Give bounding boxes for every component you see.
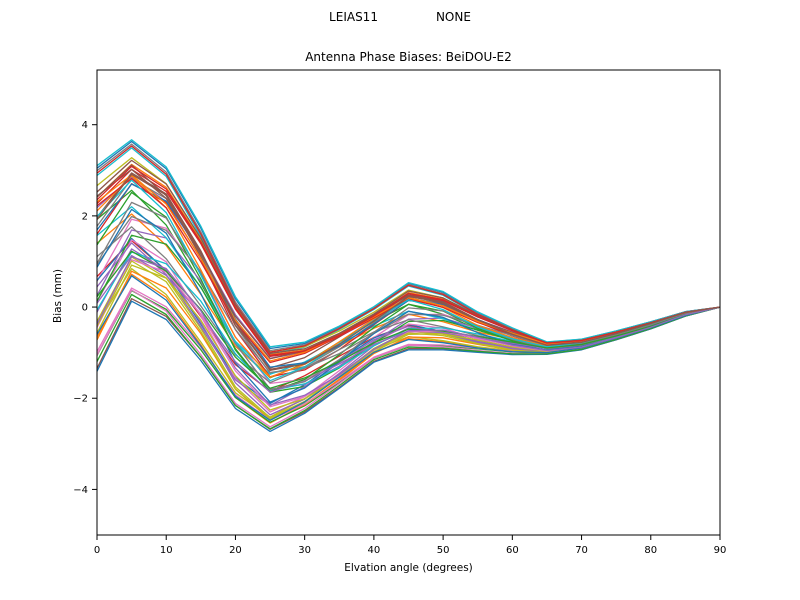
series-line [96,157,721,353]
y-tick-label: −2 [73,394,88,405]
series-line [96,250,721,389]
axes-box [96,69,721,536]
x-tick-label: 0 [94,545,100,556]
series-line [96,165,721,356]
series-line [96,139,721,348]
y-tick-label: 4 [82,120,88,131]
y-axis-label: Bias (mm) [52,269,64,324]
x-tick-label: 40 [368,545,381,556]
x-tick-label: 10 [160,545,173,556]
x-tick-label: 30 [298,545,311,556]
x-axis-label: Elvation angle (degrees) [344,562,473,574]
x-tick-label: 20 [229,545,242,556]
x-tick-label: 70 [575,545,588,556]
series-line [96,298,721,430]
x-tick-label: 80 [644,545,657,556]
series-line [96,173,721,372]
axes-title: Antenna Phase Biases: BeiDOU-E2 [305,50,512,64]
y-tick-label: 2 [82,211,88,222]
y-tick-label: 0 [82,303,88,314]
station-label: LEIAS11 [329,10,378,24]
x-tick-label: 60 [506,545,519,556]
x-tick-label: 50 [437,545,450,556]
series-line [96,256,721,406]
x-tick-label: 90 [714,545,727,556]
figure-suptitle: LEIAS11 NONE [0,10,800,24]
y-tick-label: −4 [73,485,88,496]
series-line [96,293,721,430]
antenna-none-label: NONE [435,10,471,24]
